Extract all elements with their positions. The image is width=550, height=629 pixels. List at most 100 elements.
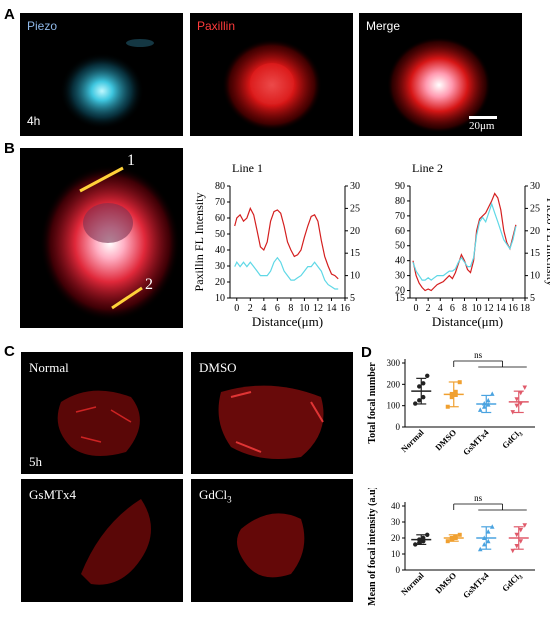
mean-focal-intensity-chart: 0 10 20 30 40 Mean of focal intensity (a.u) No… [367,488,535,606]
data-point [453,389,458,394]
data-point [485,529,491,534]
x-tick-label: 10 [472,303,482,314]
data-point [425,532,430,537]
piezo-micrograph-4h: Piezo 4h [20,13,183,136]
x-tick-label: 6 [275,303,280,314]
panel-a-letter: A [4,6,15,23]
x-tick-label: 14 [326,303,336,314]
right-y-tick-label: 10 [350,271,360,282]
scale-bar [469,116,497,119]
right-y-tick-label: 10 [530,271,540,282]
y-tick-label: 20 [391,533,401,543]
right-y-tick-label: 20 [350,226,360,237]
category-label: GdCl3 [500,570,525,595]
x-tick-label: 10 [299,303,309,314]
dmso-micrograph-5h: DMSO [191,352,353,474]
data-point [477,546,483,552]
left-y-tick-label: 60 [395,226,405,237]
data-point [449,395,454,400]
data-point [518,539,524,544]
category-label: GdCl3 [500,427,525,452]
data-point [522,385,528,391]
x-tick-label: 4 [261,303,266,314]
significance-label: ns [474,350,483,360]
piezo-intensity-line [234,256,339,290]
x-tick-label: 0 [234,303,239,314]
data-point [421,381,426,386]
panel-d-letter: D [361,344,372,361]
normal-label: Normal [29,360,69,375]
data-point [413,401,418,406]
x-tick-label: 2 [248,303,253,314]
paxillin-micrograph-4h: Paxillin [190,13,353,136]
right-y-tick-label: 5 [350,293,355,304]
time-label-5h: 5h [29,454,42,469]
left-y-tick-label: 50 [395,241,405,252]
data-point [489,524,495,529]
left-y-tick-label: 60 [215,213,225,224]
piezo-label: Piezo [27,19,58,33]
category-label-subscript: 3 [518,432,524,438]
right-y-tick-label: 15 [530,248,540,259]
data-point [453,534,458,539]
data-point [518,401,524,407]
data-point [481,541,487,547]
y-tick-label: 200 [387,379,401,389]
y-tick-label: 300 [387,358,401,368]
left-y-tick-label: 30 [395,271,405,282]
piezo-intensity-line [412,202,517,281]
data-point [514,403,520,409]
total-focal-number-chart: 0 100 200 300 Total focal number Normal DMSO Gs… [367,350,535,457]
left-y-tick-label: 80 [215,181,225,192]
right-y-tick-label: 5 [530,293,535,304]
y-tick-label: 100 [387,401,401,411]
panel-c-letter: C [4,343,15,360]
line-1-profile-chart: Line 1 0 2 4 6 8 10 12 14 16 10 20 30 40 50 60 70 80 5 10 15… [192,161,360,329]
data-point [481,404,487,409]
line-1-number: 1 [127,152,135,169]
left-y-tick-label: 50 [215,229,225,240]
left-y-tick-label: 10 [215,293,225,304]
data-point [445,539,450,544]
line-2-marker [111,286,143,310]
category-label: GsMTx4 [461,427,491,457]
x-tick-label: 4 [438,303,443,314]
data-point [518,390,524,396]
x-tick-label: 8 [462,303,467,314]
data-point [417,384,422,389]
data-point [510,410,516,415]
scale-bar-label: 20μm [469,120,495,132]
x-tick-label: 16 [508,303,518,314]
y-tick-label: 40 [391,501,401,511]
merge-micrograph-4h: Merge 20μm [359,13,522,136]
category-label-subscript: 3 [518,575,524,581]
left-y-tick-label: 70 [395,211,405,222]
data-point [485,397,491,403]
data-point [413,542,418,547]
left-y-tick-label: 30 [215,261,225,272]
data-point [477,407,483,412]
x-tick-label: 12 [484,303,494,314]
dmso-label: DMSO [199,360,237,375]
x-tick-label: 2 [426,303,431,314]
line-1-marker [79,166,124,193]
data-point [514,532,520,538]
left-y-tick-label: 90 [395,181,405,192]
data-point [457,380,462,385]
data-point [522,523,528,528]
y-tick-label: 10 [391,549,401,559]
right-y-axis-label: Piezo FL Intensity [544,198,550,286]
left-y-tick-label: 70 [215,197,225,208]
data-point [457,532,462,537]
left-y-tick-label: 20 [395,286,405,297]
gsmtx4-micrograph-5h: GsMTx4 [21,479,183,602]
merge-micrograph-with-lines: 1 2 [20,148,183,328]
merge-label: Merge [366,19,401,33]
left-y-axis-label: Paxillin FL Intensity [192,193,206,292]
y-tick-label: 30 [391,517,401,527]
right-y-tick-label: 25 [350,203,360,214]
data-point [510,548,516,554]
y-axis-label: Mean of focal intensity (a.u) [367,488,378,606]
right-y-tick-label: 20 [530,226,540,237]
profile-title: Line 1 [232,161,263,175]
